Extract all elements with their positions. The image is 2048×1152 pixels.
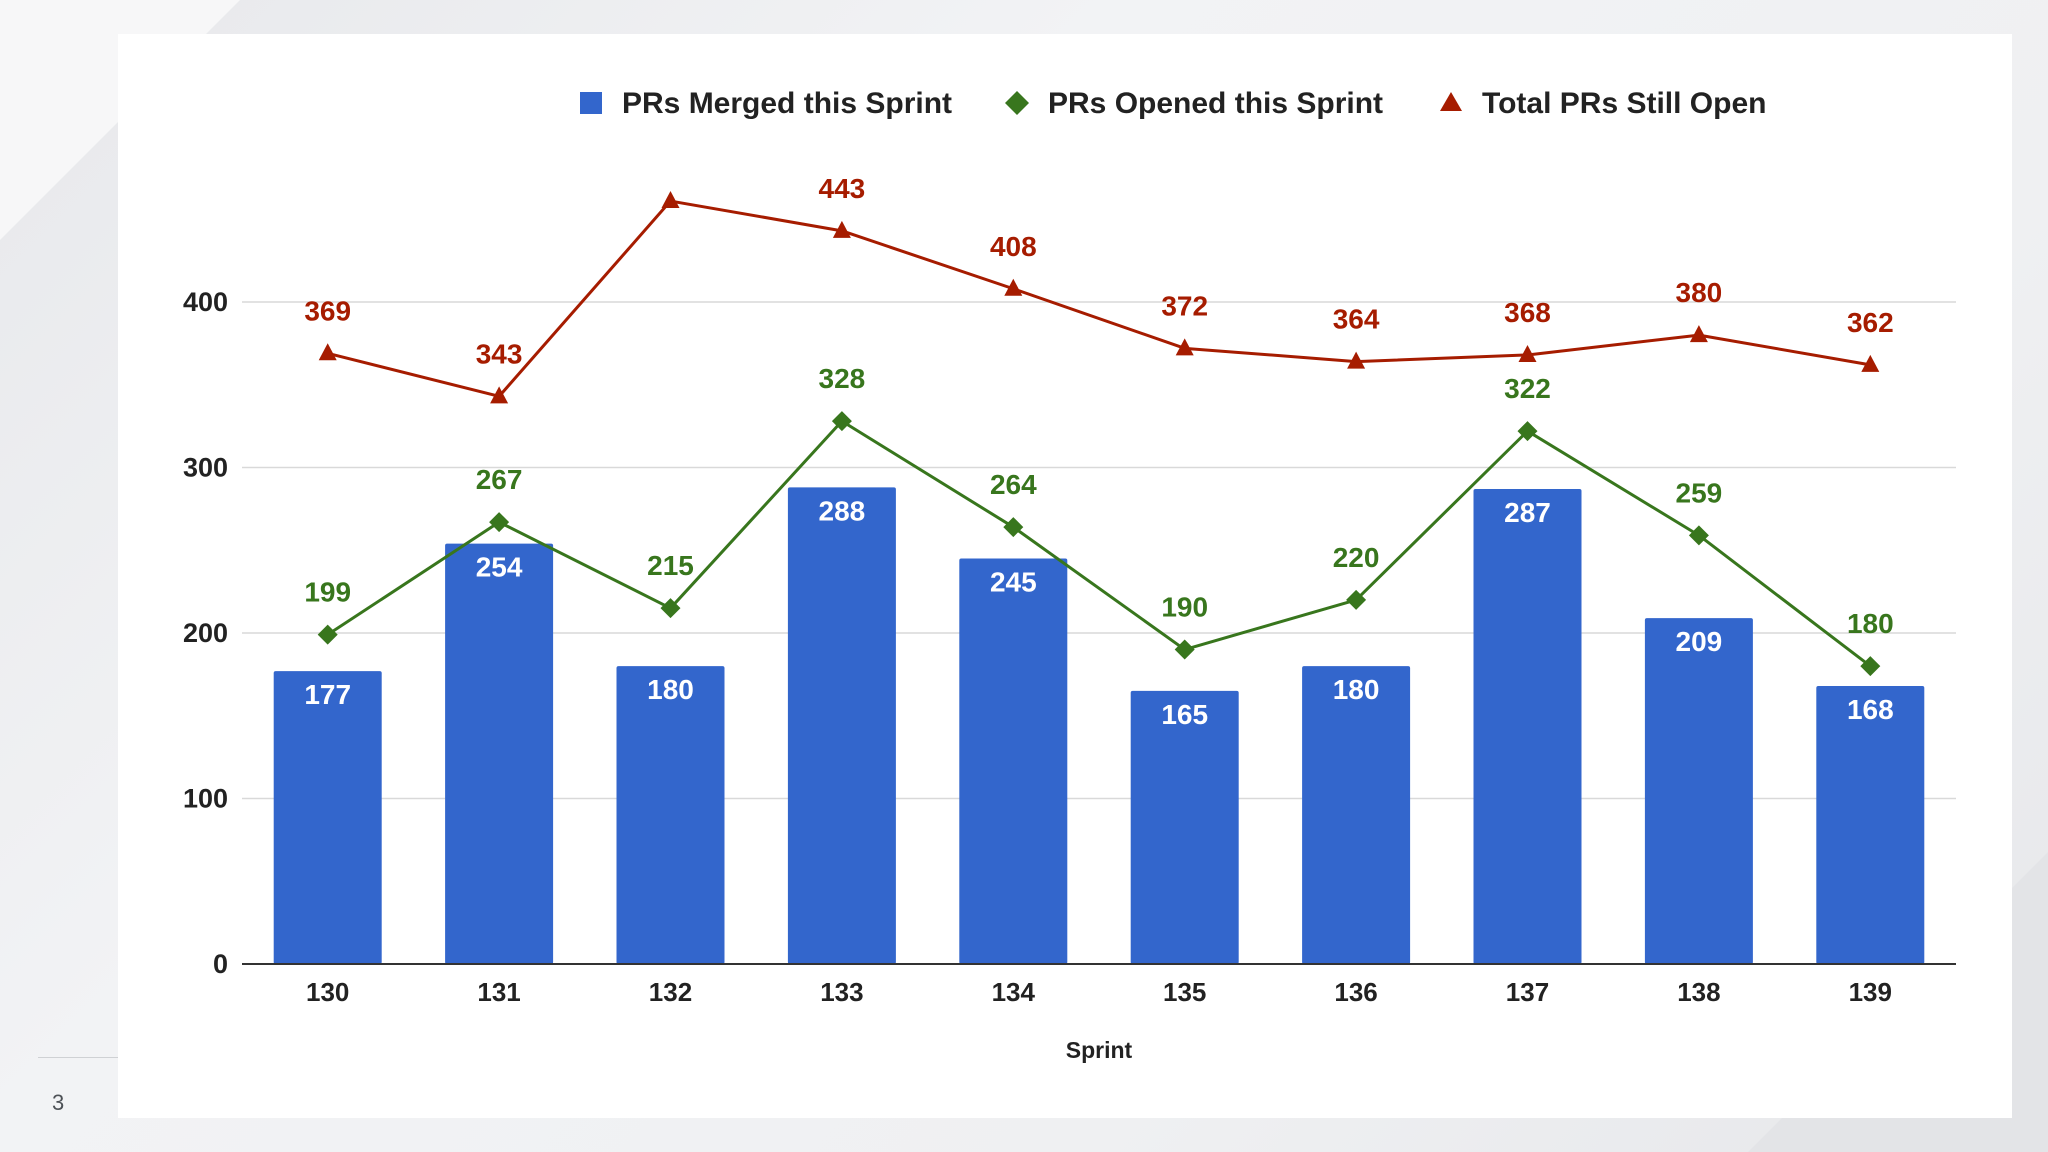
- x-tick-label: 135: [1163, 977, 1206, 1007]
- bar-prs-merged: [1473, 489, 1582, 964]
- bar-prs-merged: [445, 543, 554, 964]
- point-value-label: 328: [819, 363, 866, 394]
- marker-prs-opened: [1346, 589, 1367, 610]
- bar-prs-merged: [1302, 666, 1411, 964]
- point-value-label: 259: [1676, 477, 1723, 508]
- marker-total-open: [1175, 338, 1194, 356]
- chart-card: 177 254 180 288 245 165 180 287 209 168 199 267 215 3…: [118, 34, 2012, 1118]
- point-value-label: 408: [990, 231, 1037, 262]
- point-value-label: 372: [1161, 290, 1208, 321]
- bar-value-label: 254: [476, 552, 523, 583]
- point-value-label: 322: [1504, 373, 1551, 404]
- x-tick-label: 136: [1334, 977, 1377, 1007]
- axis-layer: Sprint 0 100 200 300 400 130 131 132 133 134 135 13…: [183, 287, 1956, 1063]
- point-value-label: 443: [819, 173, 866, 204]
- marker-total-open: [1347, 351, 1366, 369]
- bar-layer: [273, 487, 1925, 964]
- point-value-label: 199: [304, 577, 351, 608]
- page-number: 3: [52, 1090, 65, 1115]
- legend-item: PRs Opened this Sprint: [1005, 87, 1383, 120]
- y-tick-label: 200: [183, 618, 228, 648]
- y-tick-label: 100: [183, 784, 228, 814]
- legend-item: PRs Merged this Sprint: [580, 87, 952, 120]
- label-layer: 177 254 180 288 245 165 180 287 209 168 199 267 215 3…: [304, 173, 1893, 730]
- marker-total-open: [1518, 344, 1537, 362]
- y-tick-label: 300: [183, 453, 228, 483]
- point-value-label: 369: [304, 295, 351, 326]
- point-value-label: 267: [476, 464, 523, 495]
- bar-prs-merged: [959, 558, 1068, 964]
- marker-prs-opened: [317, 624, 338, 645]
- bar-value-label: 168: [1847, 694, 1894, 725]
- line-total-open: [327, 199, 1871, 398]
- marker-total-open: [318, 343, 337, 361]
- x-tick-label: 139: [1849, 977, 1892, 1007]
- marker-total-open: [661, 191, 680, 209]
- marker-total-open: [1861, 354, 1880, 372]
- bar-value-label: 209: [1676, 626, 1723, 657]
- marker-prs-opened: [1003, 517, 1024, 538]
- marker-prs-opened: [660, 598, 681, 619]
- y-tick-label: 400: [183, 287, 228, 317]
- marker-prs-opened: [831, 411, 852, 432]
- bar-value-label: 177: [304, 679, 351, 710]
- line-prs-opened: [326, 419, 1872, 668]
- bar-value-label: 245: [990, 567, 1037, 598]
- point-value-label: 215: [647, 550, 694, 581]
- line-layer: [317, 191, 1881, 677]
- marker-total-open: [832, 220, 851, 238]
- legend-swatch-square: [580, 92, 602, 114]
- bar-prs-merged: [1816, 685, 1925, 964]
- marker-prs-opened: [489, 512, 510, 533]
- marker-prs-opened: [1174, 639, 1195, 660]
- legend-label: Total PRs Still Open: [1482, 87, 1766, 120]
- bar-value-label: 180: [1333, 674, 1380, 705]
- legend-swatch-triangle: [1440, 92, 1462, 111]
- point-value-label: 180: [1847, 608, 1894, 639]
- legend-label: PRs Merged this Sprint: [622, 87, 952, 120]
- x-tick-label: 131: [477, 977, 520, 1007]
- point-value-label: 362: [1847, 307, 1894, 338]
- bar-prs-merged: [616, 666, 725, 964]
- bar-value-label: 287: [1504, 497, 1551, 528]
- bar-prs-merged: [1644, 618, 1753, 964]
- bar-value-label: 288: [819, 495, 866, 526]
- x-tick-label: 137: [1506, 977, 1549, 1007]
- point-value-label: 368: [1504, 297, 1551, 328]
- page-divider: [38, 1057, 118, 1058]
- legend-label: PRs Opened this Sprint: [1048, 87, 1383, 120]
- point-value-label: 364: [1333, 304, 1380, 335]
- bar-value-label: 180: [647, 674, 694, 705]
- legend-item: Total PRs Still Open: [1440, 87, 1766, 120]
- marker-prs-opened: [1517, 421, 1538, 442]
- point-value-label: 380: [1676, 277, 1723, 308]
- y-tick-label: 0: [213, 949, 228, 979]
- marker-total-open: [1004, 278, 1023, 296]
- x-tick-label: 134: [992, 977, 1036, 1007]
- x-tick-label: 133: [820, 977, 863, 1007]
- x-axis-title: Sprint: [1066, 1037, 1133, 1063]
- x-tick-label: 138: [1677, 977, 1720, 1007]
- legend: PRs Merged this Sprint PRs Opened this Sp…: [580, 87, 1766, 120]
- marker-prs-opened: [1688, 525, 1709, 546]
- legend-swatch-diamond: [1005, 91, 1029, 115]
- point-value-label: 220: [1333, 542, 1380, 573]
- bar-value-label: 165: [1161, 699, 1208, 730]
- marker-prs-opened: [1860, 656, 1881, 677]
- x-tick-label: 132: [649, 977, 692, 1007]
- marker-total-open: [1689, 325, 1708, 343]
- bar-prs-merged: [787, 487, 896, 964]
- combo-chart: 177 254 180 288 245 165 180 287 209 168 199 267 215 3…: [183, 87, 1956, 1063]
- point-value-label: 343: [476, 338, 523, 369]
- point-value-label: 264: [990, 469, 1037, 500]
- x-tick-label: 130: [306, 977, 349, 1007]
- point-value-label: 190: [1161, 592, 1208, 623]
- bar-prs-merged: [1130, 690, 1239, 964]
- bar-prs-merged: [273, 671, 382, 964]
- marker-total-open: [490, 386, 509, 404]
